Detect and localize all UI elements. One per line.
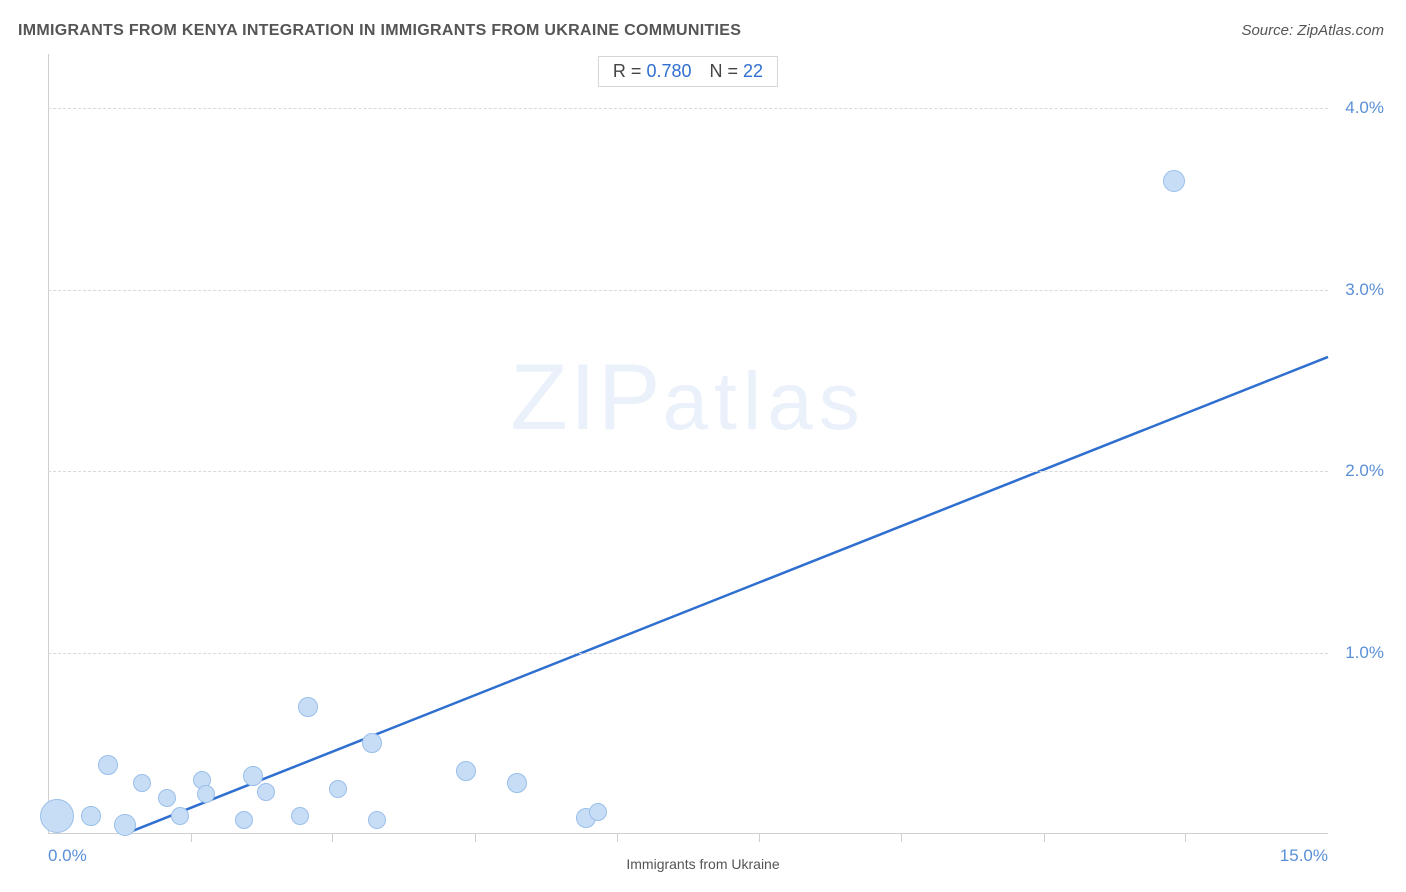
- data-point: [171, 807, 189, 825]
- gridline: [48, 653, 1328, 654]
- source-citation: Source: ZipAtlas.com: [1241, 22, 1384, 39]
- r-value: 0.780: [646, 61, 691, 81]
- y-tick-label: 4.0%: [1345, 98, 1384, 118]
- data-point: [40, 799, 74, 833]
- gridline: [48, 290, 1328, 291]
- data-point: [81, 806, 101, 826]
- data-point: [1163, 170, 1185, 192]
- y-axis-line: [48, 54, 49, 834]
- data-point: [291, 807, 309, 825]
- data-point: [329, 780, 347, 798]
- gridline: [48, 471, 1328, 472]
- data-point: [456, 761, 476, 781]
- x-tick: [475, 834, 476, 842]
- data-point: [589, 803, 607, 821]
- watermark: ZIPatlas: [510, 343, 865, 451]
- data-point: [197, 785, 215, 803]
- chart-title: IMMIGRANTS FROM KENYA INTEGRATION IN IMM…: [18, 22, 741, 40]
- y-tick-label: 1.0%: [1345, 643, 1384, 663]
- chart-container: IMMIGRANTS FROM KENYA INTEGRATION IN IMM…: [0, 0, 1406, 892]
- x-axis-label: Immigrants from Ukraine: [626, 856, 779, 872]
- data-point: [158, 789, 176, 807]
- data-point: [362, 733, 382, 753]
- x-tick-label-left: 0.0%: [48, 846, 87, 866]
- plot-area: ZIPatlas R = 0.780 N = 22 1.0%2.0%3.0%4.…: [48, 54, 1328, 834]
- x-tick: [1044, 834, 1045, 842]
- y-tick-label: 3.0%: [1345, 280, 1384, 300]
- stats-box: R = 0.780 N = 22: [598, 56, 778, 87]
- data-point: [368, 811, 386, 829]
- watermark-atlas: atlas: [663, 356, 866, 447]
- data-point: [114, 814, 136, 836]
- watermark-zip: ZIP: [510, 344, 662, 449]
- x-tick: [617, 834, 618, 842]
- y-tick-label: 2.0%: [1345, 461, 1384, 481]
- x-axis-line: [48, 833, 1328, 834]
- x-tick: [332, 834, 333, 842]
- x-tick: [1185, 834, 1186, 842]
- data-point: [98, 755, 118, 775]
- gridline: [48, 108, 1328, 109]
- data-point: [507, 773, 527, 793]
- x-tick: [191, 834, 192, 842]
- data-point: [298, 697, 318, 717]
- data-point: [235, 811, 253, 829]
- trendline: [125, 357, 1328, 834]
- n-label: N =: [710, 61, 739, 81]
- data-point: [243, 766, 263, 786]
- trendline-svg: [48, 54, 1328, 834]
- x-tick-label-right: 15.0%: [1280, 846, 1328, 866]
- x-tick: [759, 834, 760, 842]
- data-point: [257, 783, 275, 801]
- data-point: [133, 774, 151, 792]
- r-label: R =: [613, 61, 642, 81]
- n-value: 22: [743, 61, 763, 81]
- x-tick: [901, 834, 902, 842]
